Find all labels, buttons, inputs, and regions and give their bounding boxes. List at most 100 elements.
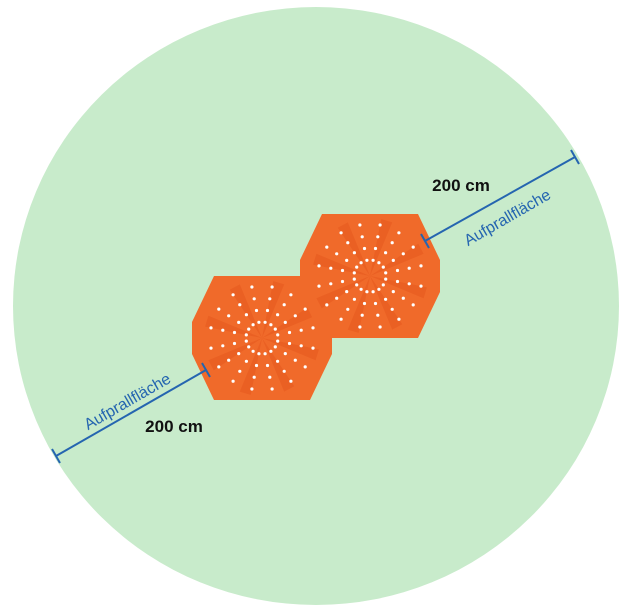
- hexagon-dot: [384, 271, 387, 274]
- hexagon-dot: [289, 380, 292, 383]
- hexagon-dot: [365, 290, 368, 293]
- hexagon-dot: [345, 290, 348, 293]
- hexagon-dot: [269, 323, 272, 326]
- hexagon-dot: [360, 261, 363, 264]
- hexagon-dot: [209, 326, 212, 329]
- hexagon-dot: [255, 309, 258, 312]
- hexagon-dot: [382, 283, 385, 286]
- hexagon-dot: [304, 308, 307, 311]
- hexagon-dot: [284, 321, 287, 324]
- hexagon-dot: [391, 308, 394, 311]
- hexagon-dot: [252, 350, 255, 353]
- hexagon-dot: [317, 285, 320, 288]
- hexagon-dot: [311, 326, 314, 329]
- hexagon-dot: [276, 313, 279, 316]
- hexagon-dot: [245, 333, 248, 336]
- hexagon-dot: [363, 302, 366, 305]
- hexagon-dot: [255, 364, 258, 367]
- hexagon-dot: [355, 283, 358, 286]
- hexagon-dot: [238, 370, 241, 373]
- hexagon-dot: [237, 352, 240, 355]
- hexagon-dot: [365, 259, 368, 262]
- hexagon-dot: [329, 267, 332, 270]
- hexagon-dot: [276, 333, 279, 336]
- hexagon-dot: [264, 352, 267, 355]
- hexagon-dot: [221, 344, 224, 347]
- hexagon-dot: [353, 251, 356, 254]
- hexagon-dot: [412, 246, 415, 249]
- hexagon-dot: [325, 246, 328, 249]
- hexagon-dot: [264, 321, 267, 324]
- hexagon-dot: [384, 278, 387, 281]
- hexagon-dot: [269, 350, 272, 353]
- hexagon-dot: [358, 223, 361, 226]
- hexagon-dot: [294, 359, 297, 362]
- hexagon-dot: [340, 231, 343, 234]
- distance-label-left: 200 cm: [145, 417, 203, 436]
- hexagon-dot: [304, 365, 307, 368]
- hexagon-dot: [245, 313, 248, 316]
- hexagon-dot: [257, 321, 260, 324]
- hexagon-dot: [311, 347, 314, 350]
- hexagon-dot: [233, 331, 236, 334]
- hexagon-dot: [276, 340, 279, 343]
- hexagon-dot: [346, 241, 349, 244]
- hexagon-dot: [284, 352, 287, 355]
- hexagon-dot: [252, 323, 255, 326]
- hexagon-dot: [250, 387, 253, 390]
- hexagon-dot: [233, 342, 236, 345]
- hexagon-dot: [300, 329, 303, 332]
- hexagon-dot: [288, 331, 291, 334]
- hexagon-dot: [402, 252, 405, 255]
- hexagon-dot: [268, 297, 271, 300]
- hexagon-dot: [209, 347, 212, 350]
- hexagon-dot: [317, 264, 320, 267]
- hexagon-dot: [283, 370, 286, 373]
- hexagon-dot: [345, 259, 348, 262]
- hexagon-dot: [408, 267, 411, 270]
- hexagon-dot: [361, 314, 364, 317]
- hexagon-dot: [372, 259, 375, 262]
- hexagon-dot: [217, 308, 220, 311]
- hexagon-dot: [245, 340, 248, 343]
- hexagon-dot: [374, 302, 377, 305]
- hexagon-dot: [271, 285, 274, 288]
- hexagon-dot: [335, 252, 338, 255]
- hexagon-dot: [283, 303, 286, 306]
- hexagon-dot: [419, 285, 422, 288]
- hexagon-dot: [247, 345, 250, 348]
- hexagon-dot: [402, 297, 405, 300]
- hexagon-dot: [353, 298, 356, 301]
- hexagon-dot: [340, 318, 343, 321]
- hexagon-dot: [392, 259, 395, 262]
- hexagon-dot: [360, 288, 363, 291]
- hexagon-dot: [227, 359, 230, 362]
- hexagon-dot: [379, 325, 382, 328]
- hexagon-dot: [227, 314, 230, 317]
- hexagon-dot: [300, 344, 303, 347]
- hexagon-dot: [217, 365, 220, 368]
- hexagon-dot: [372, 290, 375, 293]
- hexagon-dot: [396, 269, 399, 272]
- hexagon-dot: [266, 364, 269, 367]
- hexagon-dot: [391, 241, 394, 244]
- hexagon-dot: [257, 352, 260, 355]
- hexagon-dot: [325, 303, 328, 306]
- hexagon-dot: [268, 376, 271, 379]
- hexagon-dot: [353, 278, 356, 281]
- hexagon-dot: [341, 280, 344, 283]
- hexagon-dot: [363, 247, 366, 250]
- hexagon-dot: [253, 297, 256, 300]
- hexagon-dot: [397, 318, 400, 321]
- hexagon-dot: [238, 303, 241, 306]
- hexagon-dot: [237, 321, 240, 324]
- hexagon-dot: [221, 329, 224, 332]
- hexagon-dot: [397, 231, 400, 234]
- hexagon-dot: [247, 328, 250, 331]
- hexagon-dot: [294, 314, 297, 317]
- hexagon-dot: [250, 285, 253, 288]
- hexagon-dot: [355, 266, 358, 269]
- hexagon-dot: [377, 288, 380, 291]
- hexagon-dot: [329, 282, 332, 285]
